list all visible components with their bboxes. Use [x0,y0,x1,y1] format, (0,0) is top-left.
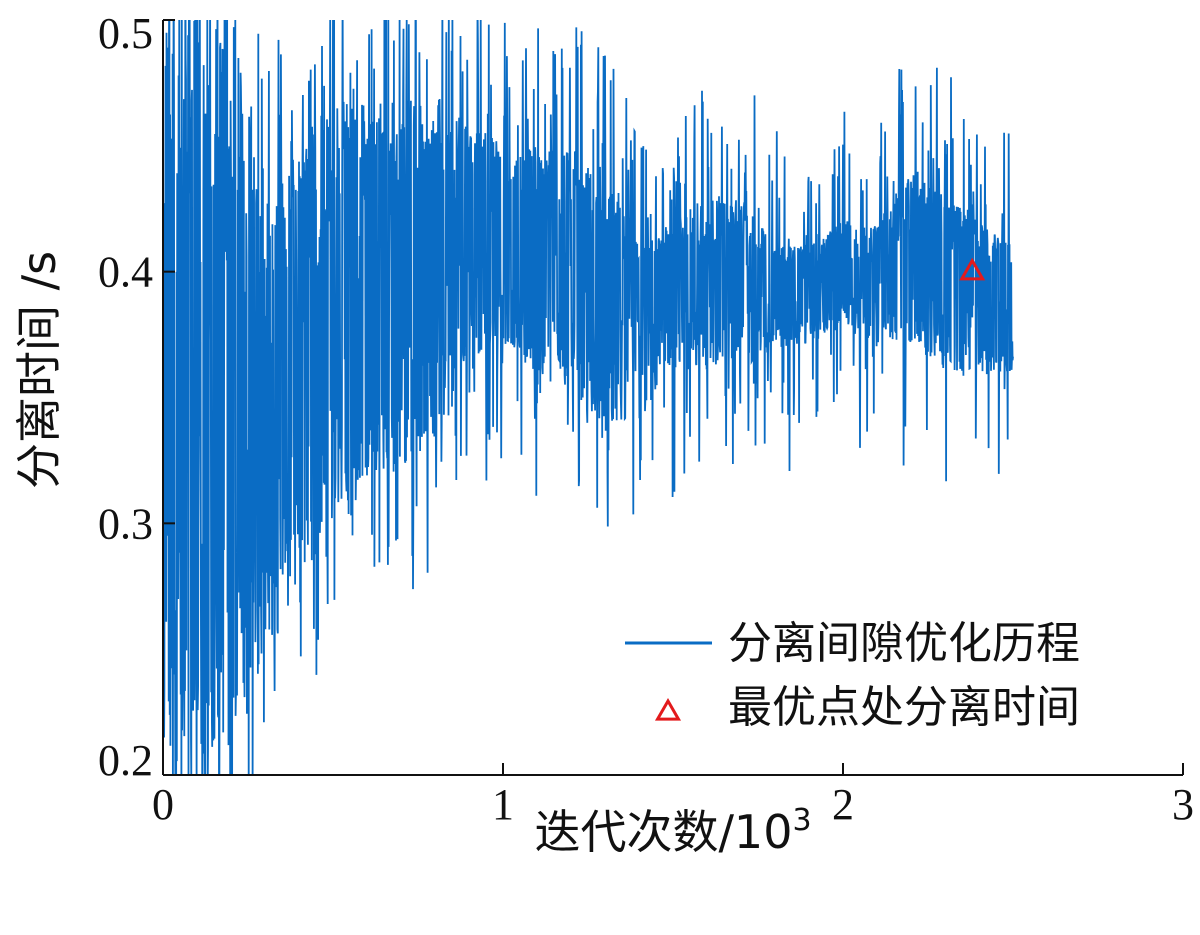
optimum-point-marker [959,257,986,281]
axes [162,20,1183,776]
series-layer [163,20,1014,775]
y-tick-label-3: 0.5 [98,9,153,58]
legend-label-history: 分离间隙优化历程 [728,618,1080,669]
x-tick-label-3: 3 [1172,780,1194,829]
ticks: 0 1 2 3 0.2 0.3 0.4 0.5 [98,9,1194,829]
x-axis-title-main: 迭代次数/10 [534,805,792,859]
x-tick-label-1: 1 [492,780,514,829]
y-tick-label-0: 0.2 [98,736,153,785]
y-tick-label-1: 0.3 [98,499,153,548]
x-axis-title-superscript: 3 [792,803,811,838]
x-axis-title: 迭代次数/103 [534,803,811,859]
y-tick-label-2: 0.4 [98,248,153,297]
x-tick-label-2: 2 [832,780,854,829]
legend-label-optimum: 最优点处分离时间 [728,682,1080,733]
series-line-history [163,20,1014,775]
x-tick-label-0: 0 [152,780,174,829]
legend-triangle-swatch [654,697,682,721]
legend: 分离间隙优化历程 最优点处分离时间 [625,618,1080,733]
y-axis-title: 分离时间 /s [12,251,66,489]
